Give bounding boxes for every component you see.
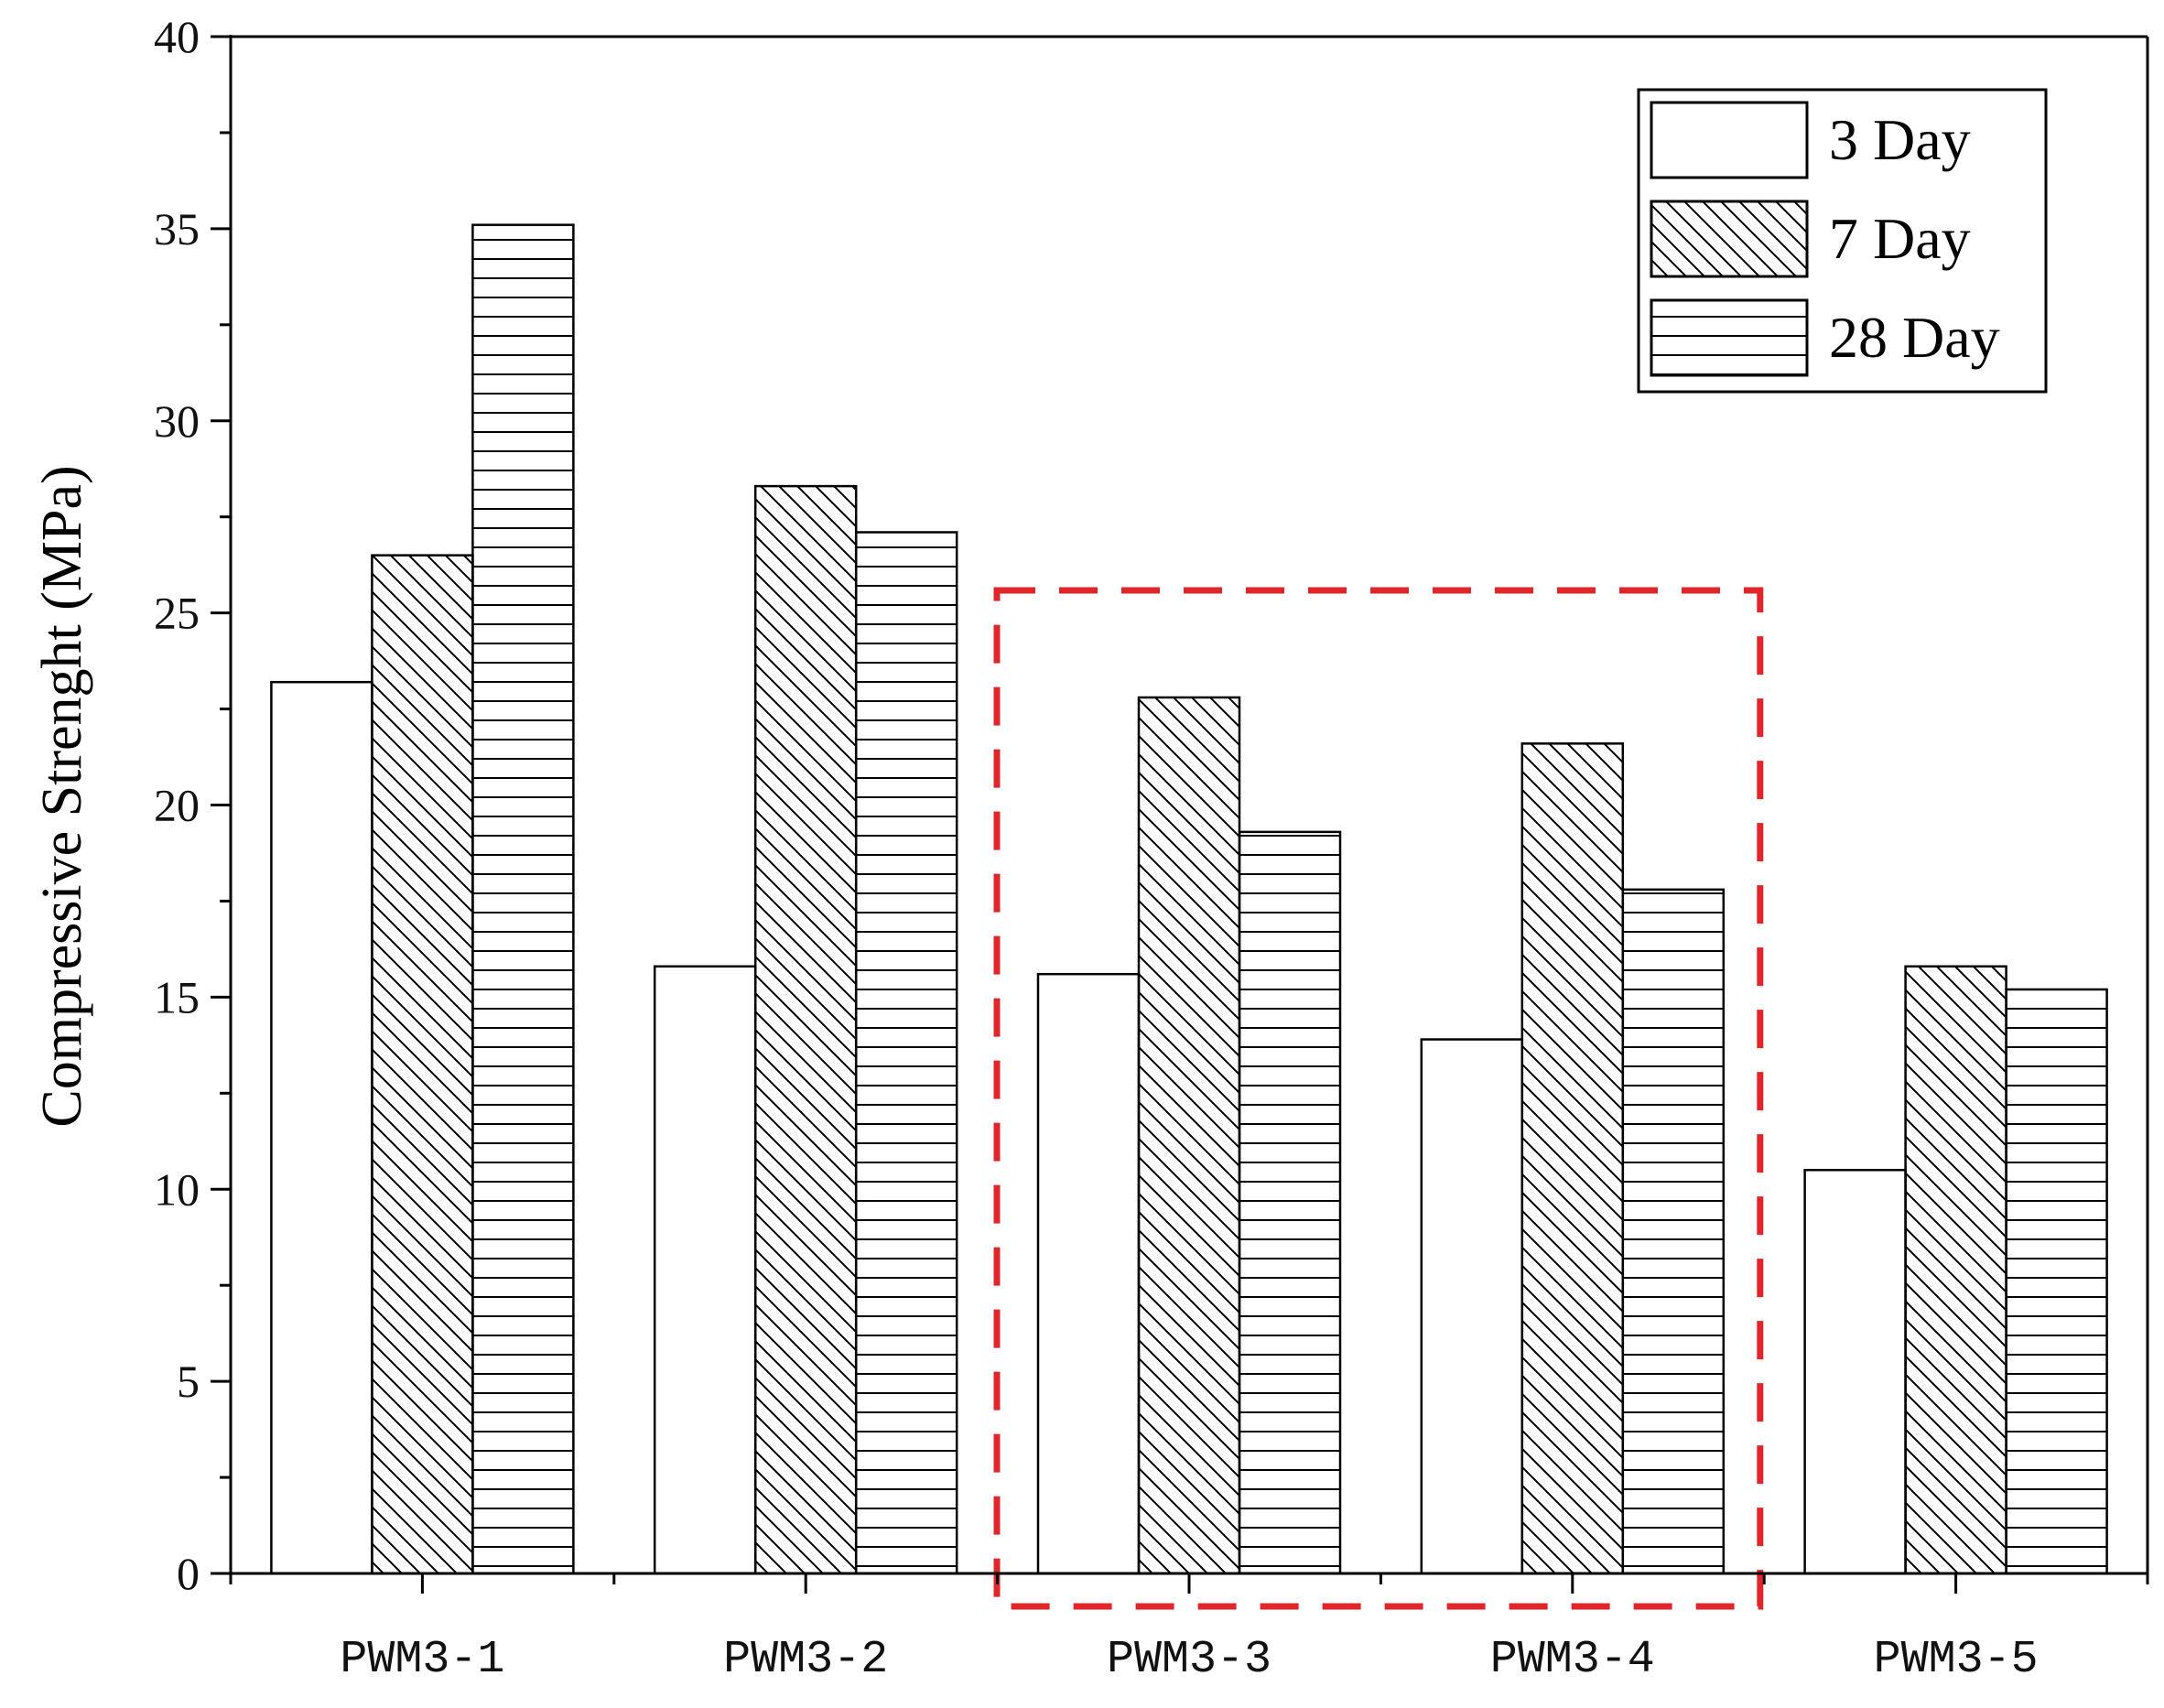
highlight-box-group xyxy=(993,587,1764,1610)
y-tick-label: 20 xyxy=(154,780,200,831)
bar-pwm3-1-7-day xyxy=(371,554,474,1575)
bar-pwm3-5-28-day xyxy=(2005,988,2108,1575)
y-tick-label: 10 xyxy=(154,1163,200,1215)
x-category-label: PWM3-2 xyxy=(723,1634,888,1686)
bar-pwm3-2-3-day xyxy=(653,965,757,1575)
bar-pwm3-5-3-day xyxy=(1803,1169,1907,1575)
y-tick-label: 30 xyxy=(154,395,200,447)
x-category-label: PWM3-1 xyxy=(340,1634,504,1686)
y-tick-label: 15 xyxy=(154,971,200,1022)
legend-swatch xyxy=(1650,200,1809,278)
bar-pwm3-3-7-day xyxy=(1137,696,1241,1575)
bar-pwm3-4-3-day xyxy=(1420,1038,1524,1575)
bar-pwm3-2-7-day xyxy=(753,484,858,1575)
bar-pwm3-3-28-day xyxy=(1238,830,1342,1575)
bar-pwm3-3-3-day xyxy=(1036,972,1141,1575)
legend-label: 3 Day xyxy=(1829,107,1971,172)
legend-swatch xyxy=(1650,101,1809,179)
highlight-box xyxy=(993,587,1764,1610)
x-category-label: PWM3-5 xyxy=(1874,1634,2039,1686)
y-tick-label: 0 xyxy=(177,1548,200,1599)
y-tick-label: 35 xyxy=(154,203,200,254)
bar-pwm3-4-28-day xyxy=(1621,888,1726,1575)
x-category-label: PWM3-3 xyxy=(1107,1634,1271,1686)
bar-pwm3-5-7-day xyxy=(1904,965,2007,1575)
bar-pwm3-1-28-day xyxy=(471,223,575,1575)
legend-label: 28 Day xyxy=(1829,305,2000,370)
legend-label: 7 Day xyxy=(1829,206,1971,271)
bar-pwm3-1-3-day xyxy=(270,680,373,1575)
axes-group: 0 5 10 15 20 25 30 35 40 PWM3-1 PWM3-2 PWM3-3 PWM3-4… xyxy=(154,11,2149,1686)
y-tick-label: 40 xyxy=(154,11,200,62)
legend: 3 Day 7 Day 28 Day xyxy=(1637,88,2048,394)
legend-swatch xyxy=(1650,298,1809,377)
bar-pwm3-2-28-day xyxy=(854,531,958,1575)
bar-pwm3-4-7-day xyxy=(1520,742,1625,1575)
bars-group xyxy=(270,223,2108,1575)
y-tick-label: 25 xyxy=(154,588,200,639)
y-axis-title: Compressive Strenght (MPa) xyxy=(31,465,93,1127)
y-tick-label: 5 xyxy=(177,1356,200,1407)
x-category-label: PWM3-4 xyxy=(1490,1634,1655,1686)
